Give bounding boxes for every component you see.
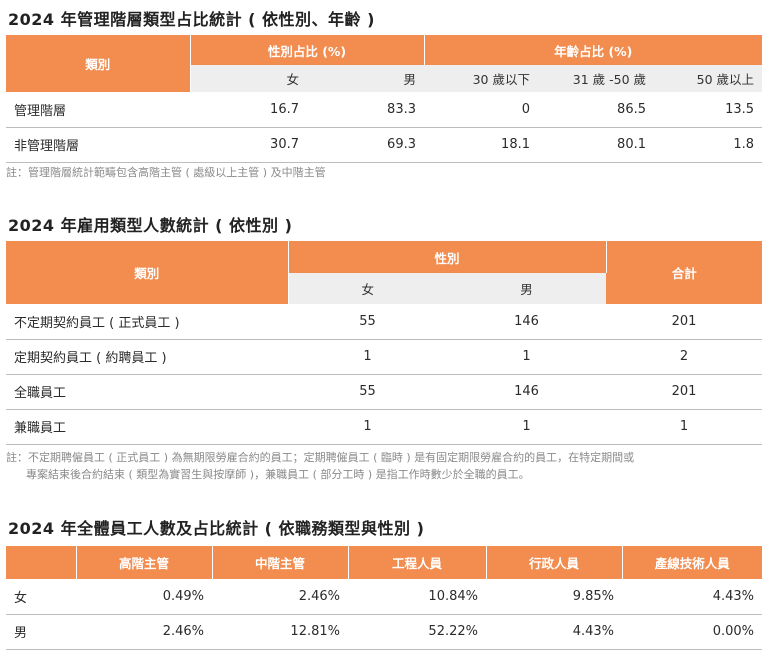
header-admin: 行政人員 [486, 546, 623, 579]
table-row: 女 0.49% 2.46% 10.84% 9.85% 4.43% [6, 579, 762, 615]
middle-value: 2.46% [212, 579, 348, 615]
row-label: 兼職員工 [6, 409, 288, 445]
header-age-31-50: 31 歲 -50 歲 [538, 65, 654, 92]
row-label: 非管理階層 [6, 127, 190, 163]
header-category: 類別 [6, 241, 289, 304]
production-value: 4.43% [622, 579, 762, 615]
male-value: 1 [447, 339, 607, 375]
header-female: 女 [190, 65, 307, 92]
production-value: 0.00% [622, 614, 762, 650]
header-blank [6, 546, 77, 579]
table-row: 不定期契約員工 ( 正式員工 ) 55 146 201 [6, 304, 763, 340]
senior-value: 0.49% [76, 579, 212, 615]
table-row: 非管理階層 30.7 69.3 18.1 80.1 1.8 [6, 127, 763, 163]
row-label: 定期契約員工 ( 約聘員工 ) [6, 339, 288, 375]
male-value: 83.3 [307, 92, 424, 128]
female-value: 16.7 [190, 92, 307, 128]
total-value: 201 [606, 374, 763, 410]
table3-title: 2024 年全體員工人數及占比統計 ( 依職務類型與性別 ) [8, 519, 425, 538]
total-value: 1 [606, 409, 763, 445]
header-gender-ratio: 性別占比 (%) [190, 35, 425, 65]
under30-value: 18.1 [424, 127, 538, 163]
row-label: 管理階層 [6, 92, 190, 128]
table2-note-line1: 註：不定期聘僱員工 ( 正式員工 ) 為無期限勞雇合約的員工；定期聘僱員工 ( … [6, 451, 635, 464]
management-level-table: 類別 性別占比 (%) 年齡占比 (%) 女 男 30 歲以下 31 歲 -50… [6, 35, 763, 163]
table-row: 管理階層 16.7 83.3 0 86.5 13.5 [6, 92, 763, 128]
under30-value: 0 [424, 92, 538, 128]
header-age-under30: 30 歲以下 [424, 65, 538, 92]
header-age-ratio: 年齡占比 (%) [424, 35, 763, 65]
female-value: 1 [288, 339, 447, 375]
age-31-50-value: 86.5 [538, 92, 654, 128]
age-31-50-value: 80.1 [538, 127, 654, 163]
table-row: 定期契約員工 ( 約聘員工 ) 1 1 2 [6, 339, 763, 375]
female-value: 55 [288, 304, 447, 340]
table2-note: 註：不定期聘僱員工 ( 正式員工 ) 為無期限勞雇合約的員工；定期聘僱員工 ( … [6, 449, 634, 483]
table1-note: 註：管理階層統計範疇包含高階主管 ( 處級以上主管 ) 及中階主管 [6, 166, 326, 179]
header-total: 合計 [606, 241, 763, 304]
table2-title: 2024 年雇用類型人數統計 ( 依性別 ) [8, 216, 293, 235]
employment-type-table: 類別 性別 合計 女 男 不定期契約員工 ( 正式員工 ) 55 146 201… [6, 241, 763, 445]
header-engineer: 工程人員 [348, 546, 487, 579]
male-value: 1 [447, 409, 607, 445]
header-senior-manager: 高階主管 [76, 546, 213, 579]
table-row: 兼職員工 1 1 1 [6, 409, 763, 445]
admin-value: 9.85% [486, 579, 622, 615]
engineer-value: 10.84% [348, 579, 486, 615]
header-middle-manager: 中階主管 [212, 546, 349, 579]
row-label: 不定期契約員工 ( 正式員工 ) [6, 304, 288, 340]
admin-value: 4.43% [486, 614, 622, 650]
row-label: 全職員工 [6, 374, 288, 410]
senior-value: 2.46% [76, 614, 212, 650]
header-female: 女 [288, 273, 447, 304]
table-row: 男 2.46% 12.81% 52.22% 4.43% 0.00% [6, 614, 762, 650]
header-production-technician: 產線技術人員 [622, 546, 762, 579]
middle-value: 12.81% [212, 614, 348, 650]
total-value: 2 [606, 339, 763, 375]
header-gender: 性別 [288, 241, 607, 273]
header-age-over50: 50 歲以上 [654, 65, 763, 92]
female-value: 55 [288, 374, 447, 410]
male-value: 146 [447, 374, 607, 410]
female-value: 1 [288, 409, 447, 445]
table1-title: 2024 年管理階層類型占比統計 ( 依性別、年齡 ) [8, 10, 375, 29]
male-value: 69.3 [307, 127, 424, 163]
over50-value: 13.5 [654, 92, 763, 128]
over50-value: 1.8 [654, 127, 763, 163]
female-value: 30.7 [190, 127, 307, 163]
row-label: 男 [6, 614, 76, 650]
table2-note-line2: 專案結束後合約結束 ( 類型為實習生與按摩師 )，兼職員工 ( 部分工時 ) 是… [26, 468, 530, 481]
table-row: 全職員工 55 146 201 [6, 374, 763, 410]
row-label: 女 [6, 579, 76, 615]
job-type-ratio-table: 高階主管 中階主管 工程人員 行政人員 產線技術人員 女 0.49% 2.46%… [6, 546, 762, 650]
header-category: 類別 [6, 35, 191, 92]
engineer-value: 52.22% [348, 614, 486, 650]
header-male: 男 [307, 65, 424, 92]
header-male: 男 [447, 273, 607, 304]
male-value: 146 [447, 304, 607, 340]
total-value: 201 [606, 304, 763, 340]
